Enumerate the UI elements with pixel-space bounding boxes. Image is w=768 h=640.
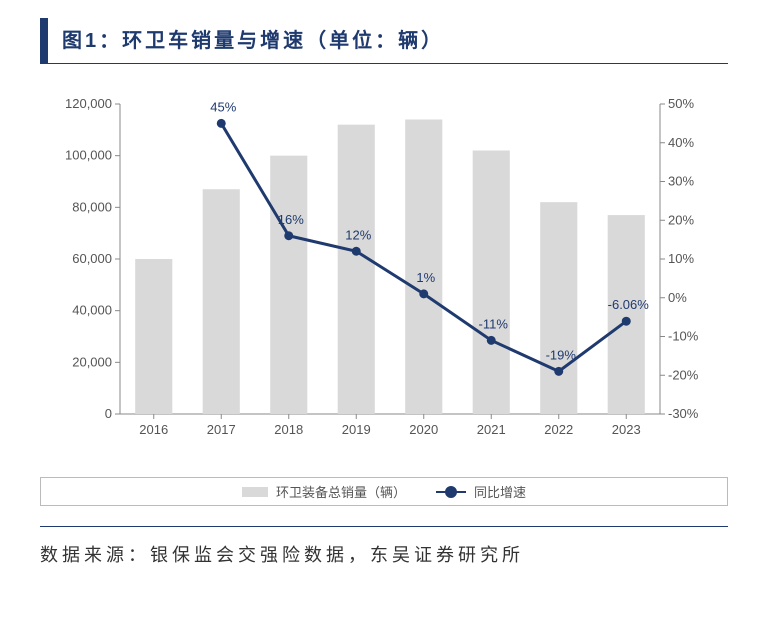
- svg-text:60,000: 60,000: [72, 251, 112, 266]
- svg-text:-19%: -19%: [546, 347, 577, 362]
- source-text: 数据来源：银保监会交强险数据，东吴证券研究所: [40, 541, 728, 567]
- legend: 环卫装备总销量（辆） 同比增速: [40, 477, 728, 506]
- svg-text:20%: 20%: [668, 212, 694, 227]
- svg-text:-11%: -11%: [479, 316, 509, 331]
- svg-text:2023: 2023: [612, 422, 641, 437]
- svg-text:-6.06%: -6.06%: [608, 297, 650, 312]
- svg-text:2016: 2016: [139, 422, 168, 437]
- title-accent: [40, 18, 48, 63]
- svg-text:16%: 16%: [278, 212, 304, 227]
- svg-text:0%: 0%: [668, 290, 687, 305]
- svg-text:40,000: 40,000: [72, 303, 112, 318]
- svg-text:30%: 30%: [668, 174, 694, 189]
- chart-container: 0 20,000 40,000 60,000 80,000 100,000 120,000 -…: [40, 94, 728, 514]
- svg-text:-10%: -10%: [668, 329, 699, 344]
- svg-text:120,000: 120,000: [65, 96, 112, 111]
- svg-text:2019: 2019: [342, 422, 371, 437]
- svg-text:-20%: -20%: [668, 367, 699, 382]
- svg-text:45%: 45%: [210, 99, 236, 114]
- svg-text:80,000: 80,000: [72, 199, 112, 214]
- svg-text:2022: 2022: [544, 422, 573, 437]
- svg-text:100,000: 100,000: [65, 148, 112, 163]
- legend-swatch-bar: [242, 487, 268, 497]
- svg-text:-30%: -30%: [668, 406, 699, 421]
- legend-swatch-line: [436, 491, 466, 493]
- svg-text:1%: 1%: [416, 270, 435, 285]
- source-rule: [40, 526, 728, 527]
- svg-text:10%: 10%: [668, 251, 694, 266]
- svg-text:20,000: 20,000: [72, 354, 112, 369]
- legend-item-line: 同比增速: [436, 482, 526, 501]
- svg-text:40%: 40%: [668, 135, 694, 150]
- svg-text:2020: 2020: [409, 422, 438, 437]
- svg-text:2018: 2018: [274, 422, 303, 437]
- svg-text:12%: 12%: [345, 227, 371, 242]
- chart-title: 图1：环卫车销量与增速（单位：辆）: [62, 18, 444, 63]
- svg-text:50%: 50%: [668, 96, 694, 111]
- legend-label-bars: 环卫装备总销量（辆）: [276, 482, 406, 501]
- svg-text:0: 0: [105, 406, 112, 421]
- chart-svg: 0 20,000 40,000 60,000 80,000 100,000 120,000 -…: [40, 94, 728, 474]
- svg-text:2017: 2017: [207, 422, 236, 437]
- legend-label-line: 同比增速: [474, 482, 526, 501]
- svg-text:2021: 2021: [477, 422, 506, 437]
- title-bar: 图1：环卫车销量与增速（单位：辆）: [40, 18, 728, 64]
- legend-item-bars: 环卫装备总销量（辆）: [242, 482, 406, 501]
